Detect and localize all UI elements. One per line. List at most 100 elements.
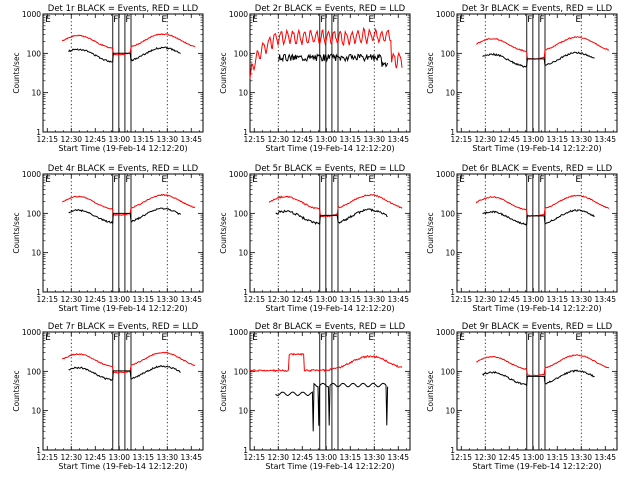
x-axis-label: Start Time (19-Feb-14 12:12:20) [265,462,394,471]
x-tick-label: 13:15 [546,295,568,304]
y-axis-label: Counts/sec [426,212,435,253]
marker-letter: E [459,333,465,343]
plot-frame [456,173,618,293]
x-tick-label: 13:15 [132,295,154,304]
x-tick-label: 13:30 [156,295,178,304]
y-tick-label: 10 [238,407,248,416]
marker-letter: F [320,333,325,343]
x-tick-label: 12:15 [36,135,58,144]
y-tick-label: 1 [450,288,455,297]
x-tick-label: 13:00 [315,453,337,462]
y-axis-label: Counts/sec [12,52,21,93]
marker-letter: E [459,175,465,185]
plot-frame [249,173,411,293]
y-tick-label: 1000 [229,328,248,337]
lld-series-line [249,26,403,79]
y-tick-label: 1000 [22,10,41,19]
x-tick-label: 13:45 [180,135,202,144]
x-tick-label: 13:00 [108,295,130,304]
panel-title: Det 9r BLACK = Events, RED = LLD [462,322,613,332]
marker-letter: F [527,15,532,25]
y-tick-label: 1000 [436,328,455,337]
x-tick-label: 13:00 [315,295,337,304]
detector-panel: Det 8r BLACK = Events, RED = LLD 1 10 100 10… [219,322,411,471]
x-tick-label: 13:45 [594,295,616,304]
marker-letter: E [575,333,581,343]
lld-series-line [476,36,609,60]
marker-letter: E [368,333,374,343]
panel-title: Det 6r BLACK = Events, RED = LLD [462,164,613,174]
events-series-line [68,207,182,225]
marker-letter: F [527,175,532,185]
x-tick-label: 12:15 [450,295,472,304]
x-tick-label: 12:45 [291,135,313,144]
y-tick-label: 100 [27,49,42,58]
x-tick-label: 12:15 [450,135,472,144]
x-tick-label: 13:00 [522,453,544,462]
y-tick-label: 10 [238,89,248,98]
x-tick-label: 13:45 [387,135,409,144]
lld-series-line [249,352,403,373]
x-axis-label: Start Time (19-Feb-14 12:12:20) [58,462,187,471]
y-tick-label: 1000 [22,170,41,179]
x-tick-label: 13:15 [339,295,361,304]
y-tick-label: 10 [445,89,455,98]
marker-letter: F [539,333,544,343]
marker-letter: E [575,175,581,185]
x-tick-label: 13:00 [522,295,544,304]
x-tick-label: 13:45 [594,453,616,462]
marker-letter: F [527,333,532,343]
y-tick-label: 10 [445,249,455,258]
plot-frame [42,331,204,451]
x-tick-label: 13:00 [108,135,130,144]
marker-letter: E [252,333,258,343]
marker-letter: F [113,333,118,343]
detector-panel: Det 9r BLACK = Events, RED = LLD 1 10 100 10… [426,322,618,471]
marker-letter: E [252,175,258,185]
detector-panel: Det 1r BLACK = Events, RED = LLD 1 10 100 10… [12,4,204,153]
x-tick-label: 13:30 [570,135,592,144]
y-tick-label: 100 [441,367,456,376]
x-tick-label: 13:30 [156,453,178,462]
x-tick-label: 13:45 [387,295,409,304]
detector-panel: Det 5r BLACK = Events, RED = LLD 1 10 100 10… [219,164,411,313]
panel-title: Det 2r BLACK = Events, RED = LLD [255,4,406,14]
x-tick-label: 13:45 [387,453,409,462]
marker-letter: F [332,15,337,25]
panel-title: Det 3r BLACK = Events, RED = LLD [462,4,613,14]
marker-letter: F [125,333,130,343]
marker-letter: E [252,15,258,25]
y-tick-label: 100 [27,209,42,218]
marker-letter: F [332,333,337,343]
x-axis-label: Start Time (19-Feb-14 12:12:20) [265,144,394,153]
y-tick-label: 100 [234,367,249,376]
x-tick-label: 12:45 [84,453,106,462]
y-tick-label: 1000 [436,10,455,19]
x-tick-label: 12:45 [498,453,520,462]
y-tick-label: 100 [234,209,249,218]
events-series-line [482,51,595,68]
detector-panel: Det 7r BLACK = Events, RED = LLD 1 10 100 10… [12,322,204,471]
x-tick-label: 13:30 [570,295,592,304]
marker-letter: E [459,15,465,25]
x-axis-label: Start Time (19-Feb-14 12:12:20) [58,304,187,313]
x-tick-label: 13:15 [339,453,361,462]
y-tick-label: 100 [27,367,42,376]
x-tick-label: 12:30 [474,453,496,462]
x-tick-label: 13:45 [594,135,616,144]
y-tick-label: 1000 [229,10,248,19]
x-tick-label: 12:45 [84,295,106,304]
marker-letter: E [368,15,374,25]
marker-letter: E [161,333,167,343]
y-axis-label: Counts/sec [12,212,21,253]
detector-panel: Det 3r BLACK = Events, RED = LLD 1 10 100 10… [426,4,618,153]
x-tick-label: 12:30 [60,135,82,144]
marker-letter: F [320,15,325,25]
x-tick-label: 13:30 [363,135,385,144]
events-series-line [275,208,388,226]
panel-title: Det 1r BLACK = Events, RED = LLD [48,4,199,14]
y-tick-label: 10 [31,407,41,416]
x-tick-label: 12:15 [36,453,58,462]
